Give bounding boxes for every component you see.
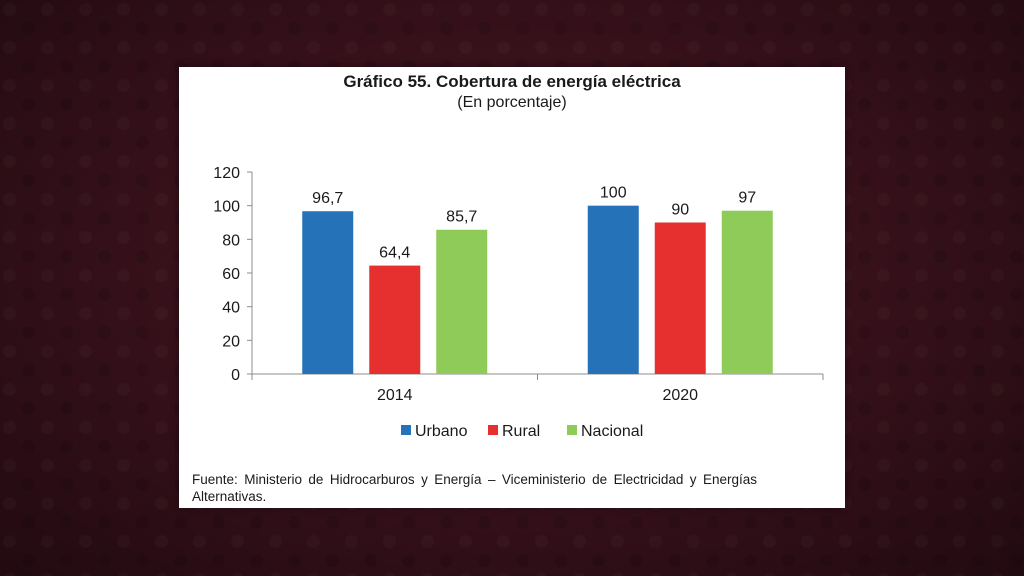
x-tick-label: 2020 [662, 387, 698, 404]
legend-label: Rural [502, 423, 540, 440]
legend-swatch-nacional [567, 425, 577, 435]
data-label: 100 [600, 185, 627, 202]
legend-swatch-rural [488, 425, 498, 435]
chart-subtitle: (En porcentaje) [457, 94, 567, 111]
data-label: 85,7 [446, 209, 477, 226]
y-tick-label: 100 [213, 199, 240, 216]
y-tick-label: 0 [231, 367, 240, 384]
legend-label: Urbano [415, 423, 468, 440]
data-label: 97 [738, 190, 756, 207]
bar-nacional-2020 [721, 210, 773, 374]
legend-label: Nacional [581, 423, 643, 440]
bar-urbano-2014 [302, 211, 354, 374]
legend-swatch-urbano [401, 425, 411, 435]
bar-rural-2020 [654, 222, 706, 374]
x-tick-label: 2014 [377, 387, 413, 404]
data-label: 96,7 [312, 190, 343, 207]
chart-title: Gráfico 55. Cobertura de energía eléctri… [343, 72, 681, 91]
bar-chart: 0 20 40 60 80 100 120 96,7 64,4 85,7 2014 100 90 97 20… [213, 165, 824, 440]
bar-urbano-2020 [587, 205, 639, 374]
bar-nacional-2014 [436, 229, 488, 374]
y-tick-label: 120 [213, 165, 240, 182]
source-note: Fuente: Ministerio de Hidrocarburos y En… [192, 472, 757, 504]
bar-rural-2014 [369, 265, 421, 374]
data-label: 90 [671, 202, 689, 219]
data-label: 64,4 [379, 245, 410, 262]
y-tick-label: 80 [222, 232, 240, 249]
y-tick-label: 40 [222, 300, 240, 317]
chart-slide: Gráfico 55. Cobertura de energía eléctri… [179, 67, 845, 508]
y-tick-label: 60 [222, 266, 240, 283]
y-tick-label: 20 [222, 333, 240, 350]
